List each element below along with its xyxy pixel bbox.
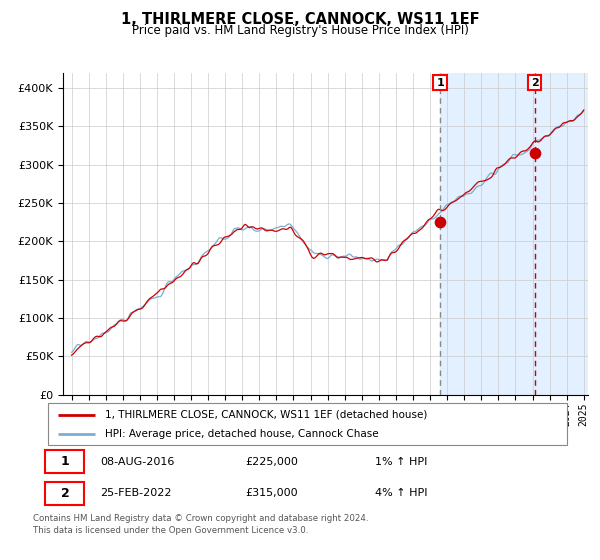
Text: 1: 1 <box>61 455 70 468</box>
Text: HPI: Average price, detached house, Cannock Chase: HPI: Average price, detached house, Cann… <box>105 429 379 439</box>
Text: 1, THIRLMERE CLOSE, CANNOCK, WS11 1EF: 1, THIRLMERE CLOSE, CANNOCK, WS11 1EF <box>121 12 479 27</box>
Text: 2: 2 <box>530 78 538 87</box>
Text: 08-AUG-2016: 08-AUG-2016 <box>100 456 174 466</box>
FancyBboxPatch shape <box>46 482 85 505</box>
Text: Price paid vs. HM Land Registry's House Price Index (HPI): Price paid vs. HM Land Registry's House … <box>131 24 469 36</box>
Text: 4% ↑ HPI: 4% ↑ HPI <box>375 488 427 498</box>
Text: £315,000: £315,000 <box>245 488 298 498</box>
Point <box>436 218 445 227</box>
Bar <box>440 73 592 395</box>
Text: £225,000: £225,000 <box>245 456 298 466</box>
Text: 2: 2 <box>61 487 70 500</box>
Text: 25-FEB-2022: 25-FEB-2022 <box>100 488 172 498</box>
Text: 1: 1 <box>436 78 444 87</box>
Text: 1% ↑ HPI: 1% ↑ HPI <box>375 456 427 466</box>
Text: 1, THIRLMERE CLOSE, CANNOCK, WS11 1EF (detached house): 1, THIRLMERE CLOSE, CANNOCK, WS11 1EF (d… <box>105 409 427 419</box>
Text: Contains HM Land Registry data © Crown copyright and database right 2024.
This d: Contains HM Land Registry data © Crown c… <box>33 514 368 535</box>
FancyBboxPatch shape <box>46 450 85 473</box>
Point <box>530 149 539 158</box>
FancyBboxPatch shape <box>48 403 567 445</box>
